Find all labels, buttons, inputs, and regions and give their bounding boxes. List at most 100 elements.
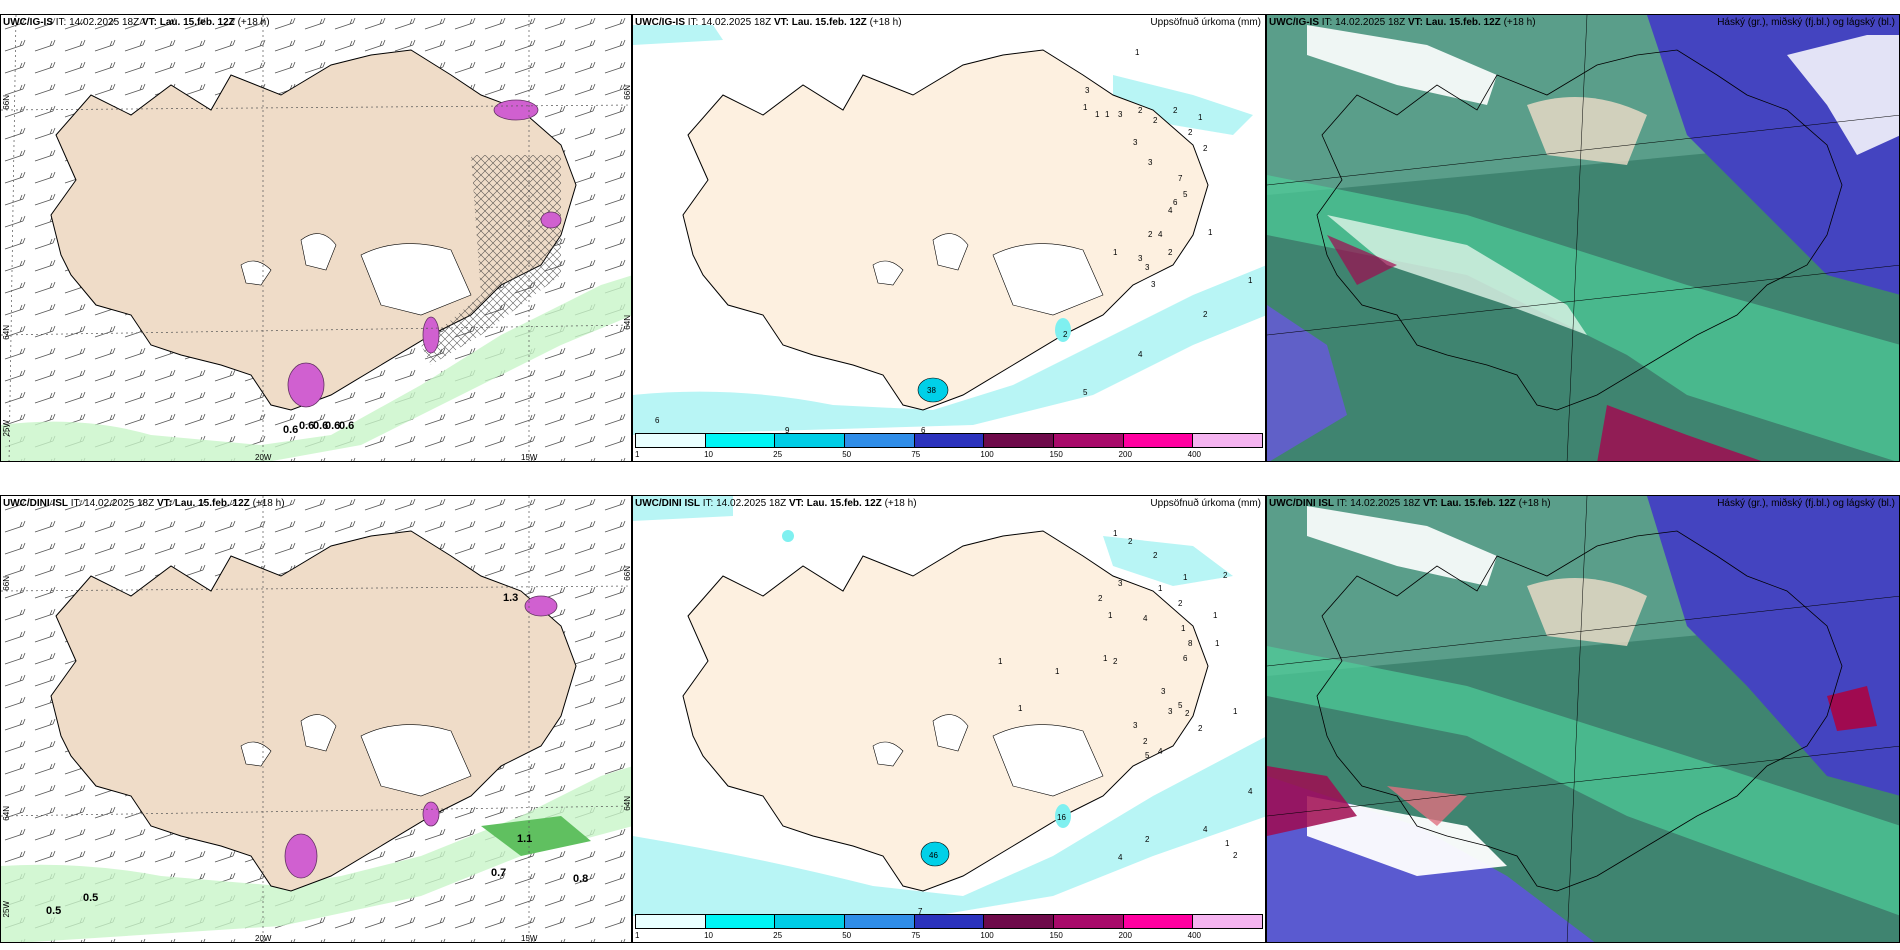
legend-swatch	[845, 434, 915, 447]
lat-label-right: 66N	[623, 566, 632, 581]
legend-swatch	[705, 915, 776, 928]
precip-value: 2	[1153, 116, 1158, 125]
legend-swatch	[775, 434, 846, 447]
precip-value: 4	[1138, 350, 1143, 359]
legend-bar	[635, 914, 1263, 929]
precip-values: 1 3 1 1 1 3 2 2 1 2 2 3 2 3 7 5 4 6 1 1 …	[655, 48, 1253, 435]
cloud-panel-bottom: UWC/DINI ISL IT: 14.02.2025 18Z VT: Lau.…	[1266, 495, 1900, 943]
legend-swatch	[636, 434, 706, 447]
panel-header: UWC/IG-IS IT: 14.02.2025 18Z VT: Lau. 15…	[3, 17, 270, 28]
precip-value: 1	[1135, 48, 1140, 57]
precip-value: 2	[1185, 709, 1190, 718]
legend-ticks: 1 10 25 50 75 100 150 200 400	[635, 450, 1263, 460]
legend-ticks: 1 10 25 50 75 100 150 200 400	[635, 931, 1263, 941]
wind-label: 0.6	[313, 420, 328, 432]
legend-tick: 1	[635, 450, 640, 459]
legend-tick: 10	[704, 450, 713, 459]
precip-value: 3	[1133, 721, 1138, 730]
lat-label-right: 66N	[623, 85, 632, 100]
precip-value: 3	[1168, 707, 1173, 716]
precip-value: 3	[1085, 86, 1090, 95]
legend-swatch	[984, 434, 1055, 447]
precip-value: 46	[929, 851, 938, 860]
wind-label: 0.6	[339, 420, 354, 432]
precip-value: 1	[1108, 611, 1113, 620]
precip-value: 1	[1105, 110, 1110, 119]
legend-tick: 75	[911, 450, 921, 459]
precip-value: 2	[1233, 851, 1238, 860]
legend-swatch	[1193, 915, 1263, 928]
precip-value: 4	[1203, 825, 1208, 834]
precip-value: 1	[998, 657, 1003, 666]
precip-value: 2	[1153, 551, 1158, 560]
legend-tick: 200	[1118, 931, 1132, 940]
legend-swatch	[1054, 434, 1124, 447]
cloud-panel-top: UWC/IG-IS IT: 14.02.2025 18Z VT: Lau. 15…	[1266, 14, 1900, 462]
panel-header: UWC/DINI ISL IT: 14.02.2025 18Z VT: Lau.…	[635, 498, 917, 509]
precip-value: 1	[1018, 704, 1023, 713]
wind-label: 0.6	[299, 420, 314, 432]
wind-label: 0.5	[46, 905, 61, 917]
panel-header: UWC/IG-IS IT: 14.02.2025 18Z VT: Lau. 15…	[1269, 17, 1536, 28]
precip-value: 1	[1103, 654, 1108, 663]
precip-value: 2	[1173, 106, 1178, 115]
precip-value: 1	[1248, 276, 1253, 285]
precip-value: 2	[1143, 737, 1148, 746]
precip-value: 8	[1188, 639, 1193, 648]
legend-bar	[635, 433, 1263, 448]
wind-label: 1.1	[517, 833, 532, 845]
legend-tick: 400	[1187, 450, 1201, 459]
precip-legend: 1 10 25 50 75 100 150 200 400	[633, 431, 1265, 461]
precip-value: 6	[655, 416, 660, 425]
lon-label: 20W	[255, 453, 272, 462]
legend-swatch	[984, 915, 1055, 928]
legend-swatch	[914, 915, 985, 928]
precip-value: 2	[1128, 537, 1133, 546]
legend-swatch	[1123, 434, 1194, 447]
cloud-title: Háský (gr.), miðský (fj.bl.) og lágský (…	[1717, 17, 1895, 28]
precip-value: 2	[1098, 594, 1103, 603]
precip-value: 4	[1248, 787, 1253, 796]
precip-value: 3	[1118, 110, 1123, 119]
precip-value: 5	[1183, 190, 1188, 199]
precip-value: 4	[1158, 230, 1163, 239]
legend-tick: 1	[635, 931, 640, 940]
precip-value: 3	[1161, 687, 1166, 696]
precip-value: 4	[1118, 853, 1123, 862]
precip-value: 4	[1158, 747, 1163, 756]
precip-panel-bottom: UWC/DINI ISL IT: 14.02.2025 18Z VT: Lau.…	[632, 495, 1266, 943]
precip-value: 2	[1203, 310, 1208, 319]
precip-value: 1	[1225, 839, 1230, 848]
legend-tick: 150	[1049, 450, 1063, 459]
precip-value: 2	[1138, 106, 1143, 115]
precip-value: 1	[1181, 624, 1186, 633]
lon-label: 15W	[521, 453, 538, 462]
legend-swatch	[914, 434, 985, 447]
legend-tick: 50	[842, 450, 852, 459]
legend-swatch	[845, 915, 915, 928]
legend-tick: 25	[773, 931, 783, 940]
wind-label: 0.6	[283, 424, 298, 436]
lat-label: 66N	[2, 95, 11, 110]
precip-value: 6	[1183, 654, 1188, 663]
iceland-outline	[50, 49, 577, 411]
legend-swatch	[705, 434, 776, 447]
wind-label: 1.3	[503, 592, 518, 604]
precip-value: 5	[1083, 388, 1088, 397]
precip-value: 7	[1178, 174, 1183, 183]
model-name: UWC/IG-IS	[3, 17, 53, 28]
precip-value: 2	[1178, 599, 1183, 608]
lon-label: 25W	[2, 901, 11, 918]
precip-title: Uppsöfnuð úrkoma (mm)	[1150, 17, 1261, 28]
precip-value: 1	[1113, 529, 1118, 538]
legend-tick: 75	[911, 931, 921, 940]
precip-value: 3	[1151, 280, 1156, 289]
wind-panel-top: UWC/IG-IS IT: 14.02.2025 18Z VT: Lau. 15…	[0, 14, 632, 462]
lat-label: 66N	[2, 576, 11, 591]
precip-value: 1	[1095, 110, 1100, 119]
wind-speed-labels: 0.6 0.6 0.6 0.6 0.6	[283, 420, 354, 436]
panel-header: UWC/DINI ISL IT: 14.02.2025 18Z VT: Lau.…	[1269, 498, 1551, 509]
precip-value: 3	[1138, 254, 1143, 263]
legend-tick: 100	[980, 450, 994, 459]
precip-map: 1 2 2 3 1 2 1 2 4 2 1 1 1 8 6 1 1 1 1 2 …	[633, 496, 1265, 916]
